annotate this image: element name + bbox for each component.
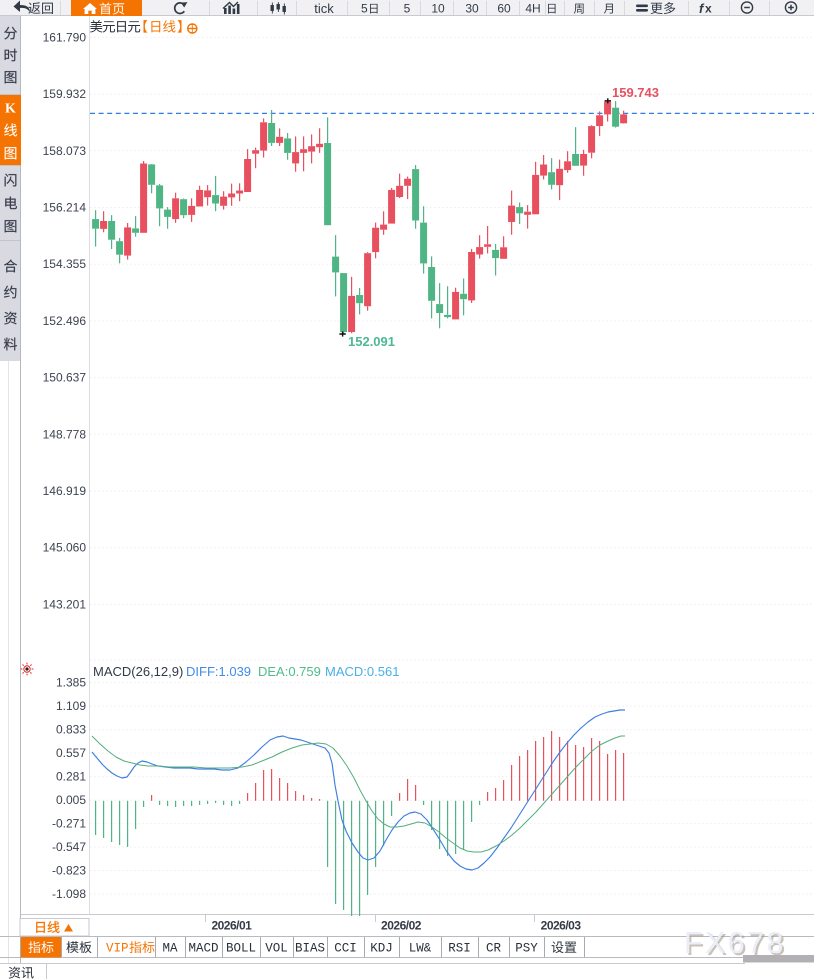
svg-text:VOL: VOL — [265, 942, 288, 956]
svg-text:MACD(26,12,9): MACD(26,12,9) — [93, 664, 183, 679]
svg-text:145.060: 145.060 — [43, 541, 87, 555]
svg-text:BOLL: BOLL — [226, 942, 256, 956]
svg-text:DIFF:1.039: DIFF:1.039 — [186, 664, 251, 679]
svg-text:KDJ: KDJ — [370, 942, 393, 956]
svg-text:4H: 4H — [525, 2, 540, 16]
svg-text:-0.547: -0.547 — [52, 840, 86, 854]
svg-text:0.281: 0.281 — [56, 770, 86, 784]
svg-text:-1.098: -1.098 — [52, 887, 86, 901]
svg-text:154.355: 154.355 — [43, 257, 87, 271]
svg-text:MACD: MACD — [188, 942, 218, 956]
svg-text:159.932: 159.932 — [43, 87, 87, 101]
svg-text:150.637: 150.637 — [43, 371, 87, 385]
svg-text:K: K — [5, 101, 16, 116]
svg-text:0.833: 0.833 — [56, 723, 86, 737]
svg-text:MACD:0.561: MACD:0.561 — [325, 664, 399, 679]
svg-text:146.919: 146.919 — [43, 484, 87, 498]
svg-text:x: x — [705, 2, 712, 16]
svg-text:0.557: 0.557 — [56, 746, 86, 760]
svg-text:2026/02: 2026/02 — [381, 919, 422, 933]
svg-text:1.109: 1.109 — [56, 699, 86, 713]
svg-text:152.496: 152.496 — [43, 314, 87, 328]
svg-text:CR: CR — [486, 942, 502, 956]
svg-text:-0.823: -0.823 — [52, 864, 86, 878]
svg-text:148.778: 148.778 — [43, 427, 87, 441]
svg-text:tick: tick — [314, 1, 334, 16]
svg-text:CCI: CCI — [334, 942, 357, 956]
svg-text:0.005: 0.005 — [56, 793, 86, 807]
svg-text:143.201: 143.201 — [43, 597, 87, 611]
svg-text:5: 5 — [404, 2, 411, 16]
svg-text:30: 30 — [465, 2, 479, 16]
svg-text:2026/03: 2026/03 — [541, 919, 582, 933]
svg-text:159.743: 159.743 — [612, 85, 659, 100]
svg-text:-0.271: -0.271 — [52, 817, 86, 831]
svg-text:VIP: VIP — [106, 942, 129, 956]
svg-text:f: f — [699, 1, 705, 16]
svg-text:FX678: FX678 — [686, 928, 788, 962]
svg-text:1.385: 1.385 — [56, 676, 86, 690]
svg-text:LW&: LW& — [409, 942, 432, 956]
svg-text:152.091: 152.091 — [348, 334, 395, 349]
svg-text:RSI: RSI — [448, 942, 471, 956]
svg-text:PSY: PSY — [515, 942, 538, 956]
svg-text:161.790: 161.790 — [43, 30, 87, 44]
svg-text:DEA:0.759: DEA:0.759 — [258, 664, 321, 679]
svg-text:5: 5 — [361, 2, 368, 16]
svg-text:10: 10 — [431, 2, 445, 16]
svg-text:FX678: FX678 — [684, 926, 786, 960]
svg-text:BIAS: BIAS — [295, 942, 325, 956]
svg-text:2026/01: 2026/01 — [211, 919, 252, 933]
svg-text:156.214: 156.214 — [43, 201, 87, 215]
svg-text:158.073: 158.073 — [43, 144, 87, 158]
svg-text:MA: MA — [162, 942, 178, 956]
svg-text:60: 60 — [497, 2, 511, 16]
